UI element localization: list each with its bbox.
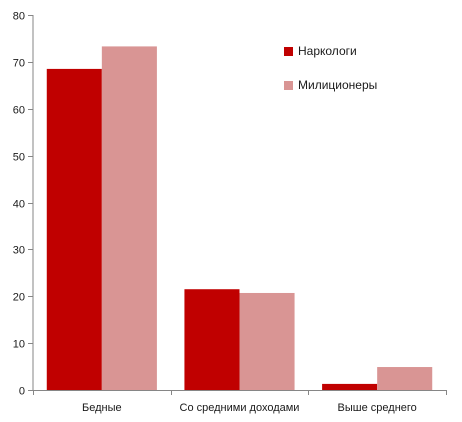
y-axis: 0 10 20 30 40 50 60 70 80 [13, 11, 34, 398]
bar-series-1 [184, 289, 240, 390]
legend-item-series-2: Милиционеры [284, 78, 404, 92]
bar-series-2 [377, 367, 433, 390]
legend-label-series-2: Милиционеры [298, 78, 378, 92]
legend-label-series-1: Наркологи [298, 44, 357, 58]
legend-swatch-series-2 [284, 80, 293, 90]
y-tick-label: 40 [13, 199, 25, 211]
legend-swatch-series-1 [284, 46, 293, 56]
y-tick-label: 30 [13, 245, 25, 257]
bar-series-2 [101, 46, 157, 390]
y-tick-label: 20 [13, 292, 25, 304]
bar-series-1 [46, 68, 102, 390]
bar-series-2 [239, 292, 295, 390]
legend: Наркологи Милиционеры [284, 44, 404, 112]
y-tick-label: 60 [13, 105, 25, 117]
bar-series-1 [322, 383, 378, 390]
y-tick-label: 80 [13, 11, 25, 23]
y-tick-label: 0 [19, 386, 25, 398]
legend-item-series-1: Наркологи [284, 44, 404, 58]
y-tick-label: 70 [13, 58, 25, 70]
bars [46, 46, 433, 390]
x-tick-label: Выше среднего [338, 402, 417, 414]
x-tick-label: Со средними доходами [180, 402, 300, 414]
y-tick-label: 10 [13, 339, 25, 351]
x-axis: Бедные Со средними доходами Выше среднего [33, 390, 447, 414]
x-tick-label: Бедные [82, 402, 122, 414]
y-tick-label: 50 [13, 152, 25, 164]
